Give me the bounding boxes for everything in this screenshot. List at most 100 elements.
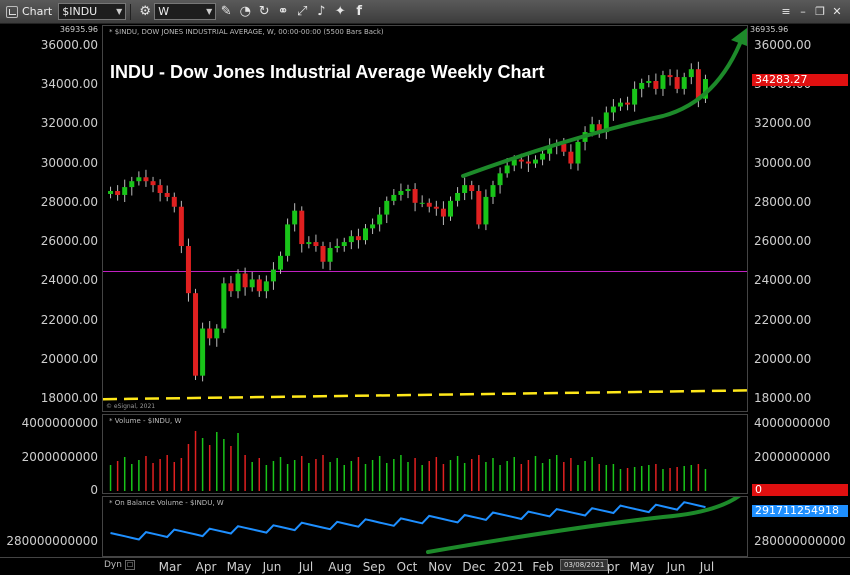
candle-down	[256, 279, 262, 292]
expand-icon[interactable]: ⤢	[297, 4, 308, 19]
price-panel[interactable]: * $INDU, DOW JONES INDUSTRIAL AVERAGE, W…	[102, 25, 748, 412]
month-label: Mar	[158, 560, 182, 574]
watermark: © eSignal, 2021	[106, 403, 156, 410]
volume-tick-label: 4000000000	[754, 416, 831, 430]
interval-select[interactable]: W ▼	[154, 3, 217, 20]
candle-down	[568, 151, 574, 164]
price-tick-label: 20000.00	[40, 351, 98, 366]
candle-down	[426, 202, 432, 207]
candle-up	[122, 187, 128, 195]
dashed-trendline	[103, 389, 747, 401]
price-tick-label: 28000.00	[754, 194, 812, 209]
dyn-label: Dyn	[104, 560, 122, 570]
candle-up	[348, 236, 354, 243]
volume-plot	[109, 431, 707, 491]
candle-up	[391, 194, 397, 201]
candle-up	[306, 242, 312, 245]
month-label: Jul	[298, 560, 314, 574]
month-label: Nov	[428, 560, 452, 574]
toolbar-divider	[130, 3, 132, 20]
window-controls: ≡ – ❐ ✕	[778, 2, 844, 20]
minimize-icon[interactable]: –	[800, 4, 806, 18]
candle-down	[355, 236, 361, 241]
candle-down	[412, 189, 418, 203]
month-label: Jun	[262, 560, 282, 574]
dyn-control[interactable]: Dyn ☐	[104, 560, 136, 570]
candle-down	[228, 283, 234, 292]
chart-icon	[6, 5, 18, 18]
price-tick-label: 32000.00	[754, 116, 812, 131]
close-icon[interactable]: ✕	[832, 4, 842, 18]
candle-up	[221, 283, 227, 329]
candle-up	[681, 77, 687, 89]
candle-up	[575, 141, 581, 164]
candle-down	[653, 81, 659, 89]
last-price-tag: 34283.27	[752, 74, 848, 86]
link-icon[interactable]: ⚭	[277, 4, 289, 19]
candle-up	[235, 273, 241, 292]
candle-up	[370, 224, 376, 229]
refresh-icon[interactable]: ↻	[258, 4, 270, 19]
price-tick-label: 30000.00	[40, 155, 98, 170]
candle-up	[263, 281, 269, 292]
price-tick-label: 30000.00	[754, 155, 812, 170]
trend-arrow-head	[731, 28, 747, 46]
candle-down	[171, 196, 177, 207]
candle-up	[292, 210, 298, 225]
pencil-icon[interactable]: ✎	[220, 4, 232, 19]
restore-icon[interactable]: ❐	[815, 4, 825, 18]
bell-icon[interactable]: ♪	[317, 4, 326, 19]
top-value-label: 36935.96	[750, 25, 789, 34]
menu-icon[interactable]: ≡	[781, 4, 791, 18]
obv-last-tag: 291711254918	[752, 505, 848, 517]
candle-up	[108, 191, 114, 194]
price-tick-label: 28000.00	[40, 194, 98, 209]
candle-up	[447, 200, 453, 217]
candle-up	[278, 255, 284, 270]
candle-down	[440, 208, 446, 217]
candle-up	[532, 159, 538, 164]
candle-up	[547, 145, 553, 154]
price-tick-label: 22000.00	[40, 312, 98, 327]
volume-tick-label: 2000000000	[754, 450, 831, 464]
chevron-down-icon: ▼	[206, 7, 213, 16]
right-axis: 36935.96 36000.0034000.0032000.0030000.0…	[748, 25, 850, 557]
price-plot	[103, 28, 747, 401]
candle-down	[320, 246, 326, 262]
month-label: Oct	[396, 560, 418, 574]
volume-panel[interactable]: * Volume - $INDU, W	[102, 414, 748, 494]
candle-up	[384, 200, 390, 215]
symbol-value: $INDU	[62, 5, 98, 18]
facebook-icon[interactable]: f	[356, 4, 363, 19]
candle-down	[313, 242, 319, 247]
candle-up	[632, 88, 638, 105]
month-label: Feb	[532, 560, 554, 574]
volume-tick-label: 0	[90, 483, 98, 497]
obv-panel[interactable]: * On Balance Volume - $INDU, W	[102, 496, 748, 557]
dyn-checkbox[interactable]: ☐	[124, 560, 136, 570]
candle-up	[610, 106, 616, 113]
candle-up	[483, 196, 489, 225]
symbol-input[interactable]: $INDU ▼	[58, 3, 127, 20]
app-menu[interactable]: Chart	[0, 0, 58, 24]
candle-up	[540, 153, 546, 160]
draw-tools-icon[interactable]: ◔	[239, 4, 251, 19]
candle-up	[398, 191, 404, 195]
trend-arrow-line	[461, 34, 745, 178]
month-label: Sep	[362, 560, 386, 574]
candle-down	[207, 328, 213, 339]
twitter-icon[interactable]: ✦	[334, 4, 346, 19]
interval-value: W	[158, 5, 170, 18]
candle-up	[646, 81, 652, 83]
settings-icon[interactable]: ⚙	[139, 4, 152, 19]
candle-up	[455, 192, 461, 201]
candle-down	[115, 191, 121, 195]
obv-trend-arrow-line	[426, 497, 741, 554]
price-tick-label: 36000.00	[40, 37, 98, 52]
candle-down	[518, 159, 524, 162]
obv-plot	[110, 497, 741, 554]
candle-up	[660, 75, 666, 89]
month-label: May	[226, 560, 252, 574]
obv-tick-label: 280000000000	[6, 534, 98, 548]
candle-down	[695, 69, 701, 99]
